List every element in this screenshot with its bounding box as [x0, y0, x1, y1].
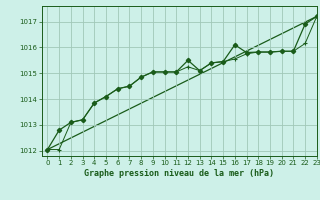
X-axis label: Graphe pression niveau de la mer (hPa): Graphe pression niveau de la mer (hPa)	[84, 169, 274, 178]
